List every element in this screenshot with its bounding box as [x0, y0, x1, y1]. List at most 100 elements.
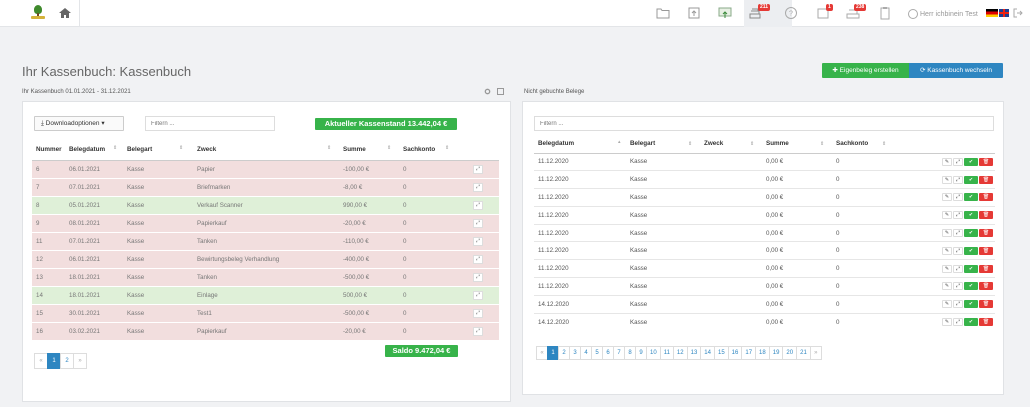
- confirm-icon[interactable]: ✔: [964, 246, 978, 255]
- expand-icon[interactable]: ⤢: [953, 193, 963, 202]
- table-row[interactable]: 11.12.2020 Kasse 0,00 €0 ✎ ⤢ ✔ 🗑: [534, 277, 995, 296]
- delete-icon[interactable]: 🗑: [979, 229, 993, 238]
- table-row[interactable]: 9 08.01.2021 Kasse Papierkauf -20,00 €0 ⤢: [32, 213, 499, 232]
- table-row[interactable]: 6 06.01.2021 Kasse Papier -100,00 €0 ⤢: [32, 159, 499, 178]
- company-logo[interactable]: [31, 5, 45, 21]
- confirm-icon[interactable]: ✔: [964, 282, 978, 291]
- upload-icon[interactable]: [687, 6, 701, 20]
- table-row[interactable]: 14 18.01.2021 Kasse Einlage 500,00 €0 ⤢: [32, 285, 499, 304]
- home-icon[interactable]: [58, 7, 72, 19]
- table-row[interactable]: 11.12.2020 Kasse 0,00 €0 ✎ ⤢ ✔ 🗑: [534, 188, 995, 207]
- table-row[interactable]: 11.12.2020 Kasse 0,00 €0 ✎ ⤢ ✔ 🗑: [534, 223, 995, 242]
- col-summe[interactable]: Summe ⇕: [339, 139, 399, 161]
- expand-icon[interactable]: ⤢: [473, 290, 483, 300]
- delete-icon[interactable]: 🗑: [979, 318, 993, 327]
- help-icon[interactable]: ?: [784, 6, 798, 20]
- pager-page[interactable]: 21: [796, 346, 811, 360]
- pager-page[interactable]: 18: [755, 346, 770, 360]
- pager-page[interactable]: 10: [646, 346, 661, 360]
- col-zweck[interactable]: Zweck ⇕: [193, 139, 339, 161]
- table-row[interactable]: 12 06.01.2021 Kasse Bewirtungsbeleg Verhand…: [32, 249, 499, 268]
- table-row[interactable]: 11.12.2020 Kasse 0,00 €0 ✎ ⤢ ✔ 🗑: [534, 259, 995, 278]
- expand-icon[interactable]: ⤢: [953, 157, 963, 166]
- table-row[interactable]: 11.12.2020 Kasse 0,00 €0 ✎ ⤢ ✔ 🗑: [534, 205, 995, 225]
- gear-icon[interactable]: [484, 88, 491, 95]
- expand-icon[interactable]: ⤢: [953, 229, 963, 238]
- expand-icon[interactable]: ⤢: [473, 254, 483, 264]
- edit-icon[interactable]: ✎: [942, 211, 952, 220]
- pager-page[interactable]: 2: [60, 353, 74, 369]
- pager-page[interactable]: 1: [547, 346, 559, 360]
- pager-page[interactable]: 16: [727, 346, 743, 360]
- folder-icon[interactable]: [656, 6, 670, 20]
- create-voucher-button[interactable]: ✚ Eigenbeleg erstellen: [822, 63, 909, 78]
- confirm-icon[interactable]: ✔: [964, 211, 978, 220]
- expand-icon[interactable]: ⤢: [953, 282, 963, 291]
- clipboard-icon[interactable]: [878, 6, 892, 20]
- pager-prev[interactable]: «: [34, 353, 48, 369]
- edit-icon[interactable]: ✎: [942, 246, 952, 255]
- expand-icon[interactable]: ⤢: [953, 264, 963, 273]
- delete-icon[interactable]: 🗑: [979, 193, 993, 202]
- delete-icon[interactable]: 🗑: [979, 157, 993, 166]
- confirm-icon[interactable]: ✔: [964, 175, 978, 184]
- col-zweck[interactable]: Zweck ⇕: [700, 135, 762, 154]
- table-row[interactable]: 11.12.2020 Kasse 0,00 €0 ✎ ⤢ ✔ 🗑: [534, 170, 995, 189]
- table-row[interactable]: 16 03.02.2021 Kasse Papierkauf -20,00 €0 ⤢: [32, 321, 499, 340]
- pager-page[interactable]: 17: [741, 346, 757, 360]
- edit-icon[interactable]: ✎: [942, 157, 952, 166]
- pager-page[interactable]: 11: [659, 346, 674, 360]
- col-summe[interactable]: Summe ⇕: [762, 135, 832, 154]
- delete-icon[interactable]: 🗑: [979, 175, 993, 184]
- col-belegdatum[interactable]: Belegdatum ⇕: [65, 139, 123, 161]
- confirm-icon[interactable]: ✔: [964, 264, 978, 273]
- expand-icon[interactable]: ⤢: [473, 326, 483, 336]
- table-row[interactable]: 14.12.2020 Kasse 0,00 €0 ✎ ⤢ ✔ 🗑: [534, 294, 995, 314]
- expand-icon[interactable]: ⤢: [953, 246, 963, 255]
- calendar-icon[interactable]: [497, 88, 504, 95]
- pager-page[interactable]: 12: [672, 346, 688, 360]
- switch-cashbook-button[interactable]: ⟳ Kassenbuch wechseln: [909, 63, 1003, 78]
- table-row[interactable]: 11.12.2020 Kasse 0,00 €0 ✎ ⤢ ✔ 🗑: [534, 241, 995, 260]
- delete-icon[interactable]: 🗑: [979, 282, 993, 291]
- table-row[interactable]: 15 30.01.2021 Kasse Test1 -500,00 €0 ⤢: [32, 303, 499, 322]
- logout-icon[interactable]: [1013, 8, 1023, 18]
- edit-icon[interactable]: ✎: [942, 175, 952, 184]
- pager-page[interactable]: 15: [713, 346, 729, 360]
- pager-next[interactable]: »: [809, 346, 822, 360]
- edit-icon[interactable]: ✎: [942, 300, 952, 309]
- expand-icon[interactable]: ⤢: [473, 218, 483, 228]
- edit-icon[interactable]: ✎: [942, 193, 952, 202]
- col-belegart[interactable]: Belegart ⇕: [123, 139, 193, 161]
- table-row[interactable]: 14.12.2020 Kasse 0,00 €0 ✎ ⤢ ✔ 🗑: [534, 312, 995, 331]
- table-row[interactable]: 11.12.2020 Kasse 0,00 €0 ✎ ⤢ ✔ 🗑: [534, 152, 995, 171]
- expand-icon[interactable]: ⤢: [473, 182, 483, 192]
- confirm-icon[interactable]: ✔: [964, 300, 978, 309]
- edit-icon[interactable]: ✎: [942, 229, 952, 238]
- table-row[interactable]: 13 18.01.2021 Kasse Tanken -500,00 €0 ⤢: [32, 267, 499, 286]
- expand-icon[interactable]: ⤢: [953, 318, 963, 327]
- confirm-icon[interactable]: ✔: [964, 193, 978, 202]
- table-row[interactable]: 8 05.01.2021 Kasse Verkauf Scanner 990,00 €0…: [32, 195, 499, 214]
- table-row[interactable]: 7 07.01.2021 Kasse Briefmarken -8,00 €0 ⤢: [32, 177, 499, 196]
- pager-page[interactable]: 14: [700, 346, 715, 360]
- delete-icon[interactable]: 🗑: [979, 264, 993, 273]
- expand-icon[interactable]: ⤢: [473, 308, 483, 318]
- edit-icon[interactable]: ✎: [942, 318, 952, 327]
- unbooked-filter-input[interactable]: [534, 116, 994, 131]
- expand-icon[interactable]: ⤢: [473, 272, 483, 282]
- col-nummer[interactable]: Nummer: [32, 139, 65, 161]
- delete-icon[interactable]: 🗑: [979, 246, 993, 255]
- pager-page[interactable]: 19: [768, 346, 784, 360]
- expand-icon[interactable]: ⤢: [953, 175, 963, 184]
- confirm-icon[interactable]: ✔: [964, 157, 978, 166]
- download-options-button[interactable]: ⤓ Downloadoptionen ▾: [34, 116, 124, 131]
- edit-icon[interactable]: ✎: [942, 264, 952, 273]
- expand-icon[interactable]: ⤢: [473, 200, 483, 210]
- col-belegart[interactable]: Belegart ⇕: [626, 135, 700, 154]
- col-sachkonto[interactable]: Sachkonto ⇕: [832, 135, 892, 154]
- pager-page[interactable]: 1: [47, 353, 61, 369]
- delete-icon[interactable]: 🗑: [979, 300, 993, 309]
- col-belegdatum[interactable]: Belegdatum ▴: [534, 135, 626, 154]
- pager-page[interactable]: 20: [782, 346, 798, 360]
